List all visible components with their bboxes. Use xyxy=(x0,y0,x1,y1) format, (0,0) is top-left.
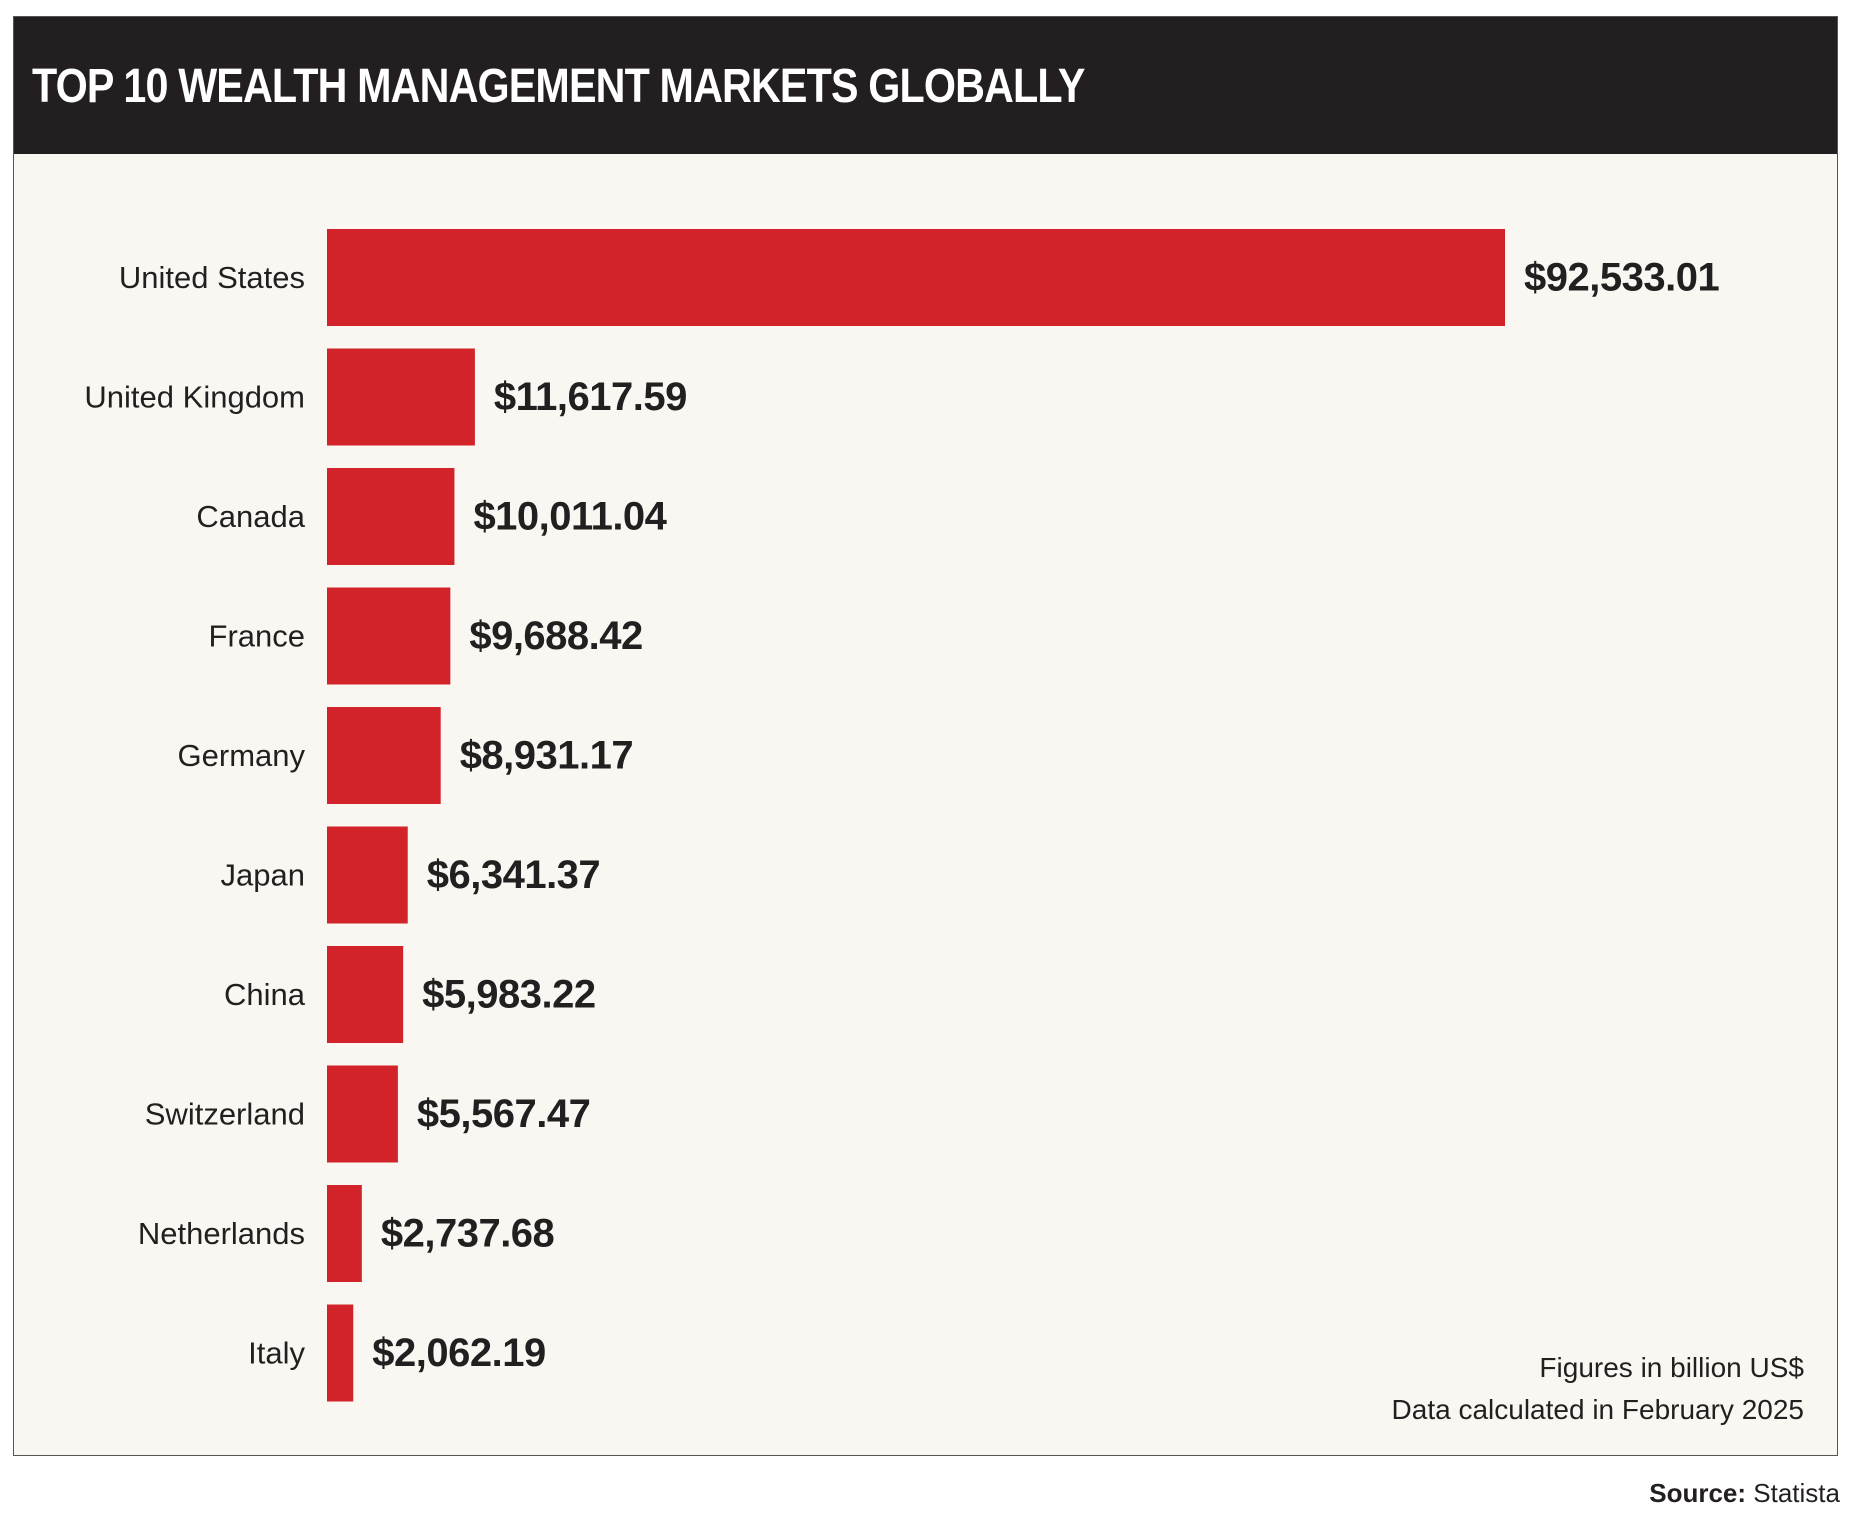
category-label-canada: Canada xyxy=(196,499,305,534)
value-label-china: $5,983.22 xyxy=(422,973,595,1017)
category-label-netherlands: Netherlands xyxy=(138,1216,305,1251)
bar-germany xyxy=(327,707,441,804)
value-label-italy: $2,062.19 xyxy=(372,1331,545,1375)
value-label-switzerland: $5,567.47 xyxy=(417,1092,590,1136)
category-label-china: China xyxy=(224,977,306,1012)
bar-canada xyxy=(327,468,455,565)
category-label-united-states: United States xyxy=(119,260,305,295)
value-label-canada: $10,011.04 xyxy=(473,495,667,539)
value-label-netherlands: $2,737.68 xyxy=(381,1212,555,1256)
bar-netherlands xyxy=(327,1185,362,1282)
chart-title: TOP 10 WEALTH MANAGEMENT MARKETS GLOBALL… xyxy=(32,60,1085,113)
value-label-japan: $6,341.37 xyxy=(427,853,600,897)
category-label-japan: Japan xyxy=(221,858,305,893)
bar-united-states xyxy=(327,229,1505,326)
value-label-united-kingdom: $11,617.59 xyxy=(494,375,687,419)
bar-china xyxy=(327,946,404,1043)
bar-france xyxy=(327,587,451,685)
bar-japan xyxy=(327,826,408,924)
category-label-united-kingdom: United Kingdom xyxy=(84,380,305,415)
value-label-germany: $8,931.17 xyxy=(460,734,633,778)
value-label-united-states: $92,533.01 xyxy=(1524,256,1719,300)
category-label-france: France xyxy=(209,619,305,654)
source-credit: Source: Statista xyxy=(1649,1478,1840,1509)
bar-italy xyxy=(327,1304,354,1402)
category-label-germany: Germany xyxy=(178,738,306,773)
source-name: Statista xyxy=(1753,1478,1840,1508)
bar-switzerland xyxy=(327,1065,398,1163)
title-bar: TOP 10 WEALTH MANAGEMENT MARKETS GLOBALL… xyxy=(14,17,1837,154)
value-label-france: $9,688.42 xyxy=(469,614,642,658)
source-label: Source: xyxy=(1649,1478,1747,1508)
category-label-switzerland: Switzerland xyxy=(145,1097,305,1132)
units-note: Figures in billion US$ xyxy=(1539,1352,1804,1383)
category-label-italy: Italy xyxy=(248,1336,305,1371)
bar-united-kingdom xyxy=(327,348,475,446)
date-note: Data calculated in February 2025 xyxy=(1391,1394,1804,1425)
